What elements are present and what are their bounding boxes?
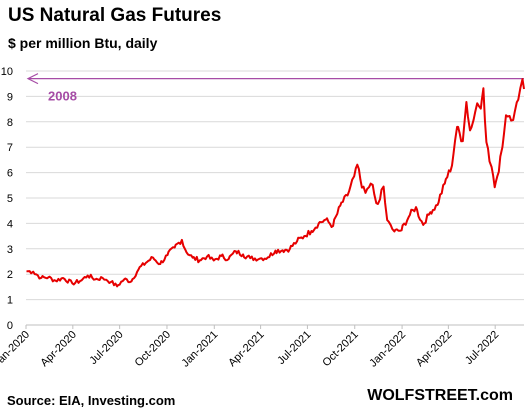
y-tick-label: 5 bbox=[7, 193, 13, 205]
x-tick-label: Jan-2020 bbox=[0, 329, 32, 370]
y-tick-label: 10 bbox=[1, 66, 13, 78]
y-tick-label: 8 bbox=[7, 117, 13, 129]
x-tick-label: Jul-2022 bbox=[463, 329, 501, 367]
x-tick-label: Jan-2022 bbox=[367, 329, 408, 370]
y-tick-label: 9 bbox=[7, 91, 13, 103]
brand-logo: WOLFSTREET.com bbox=[367, 387, 513, 404]
annotation-label: 2008 bbox=[48, 89, 77, 104]
x-tick-label: Apr-2021 bbox=[226, 329, 266, 369]
x-tick-label: Apr-2020 bbox=[38, 329, 78, 369]
series-line bbox=[26, 78, 525, 288]
x-tick-label: Oct-2021 bbox=[320, 329, 360, 369]
x-tick-label: Apr-2022 bbox=[414, 329, 454, 369]
grid-lines bbox=[26, 70, 524, 301]
annotation-arrow bbox=[26, 73, 39, 85]
y-axis-ticks: 0 1 2 3 4 5 6 7 8 9 10 bbox=[1, 66, 13, 332]
source-note: Source: EIA, Investing.com bbox=[7, 393, 176, 408]
y-tick-label: 4 bbox=[7, 218, 13, 230]
annotation-group: 2008 bbox=[26, 73, 524, 104]
y-tick-label: 1 bbox=[7, 295, 13, 307]
x-tick-label: Jan-2021 bbox=[179, 329, 220, 370]
x-tick-label: Jul-2020 bbox=[87, 329, 125, 367]
y-tick-label: 3 bbox=[7, 244, 13, 256]
y-tick-label: 0 bbox=[7, 320, 13, 332]
x-tick-label: Jul-2021 bbox=[275, 329, 313, 367]
x-axis-ticks: Jan-2020 Apr-2020 Jul-2020 Oct-2020 Jan-2021… bbox=[0, 325, 501, 370]
y-tick-label: 2 bbox=[7, 269, 13, 281]
chart-title: US Natural Gas Futures bbox=[8, 5, 222, 26]
y-tick-label: 7 bbox=[7, 142, 13, 154]
y-tick-label: 6 bbox=[7, 168, 13, 180]
chart-subtitle: $ per million Btu, daily bbox=[8, 35, 158, 51]
x-tick-label: Oct-2020 bbox=[133, 329, 173, 369]
